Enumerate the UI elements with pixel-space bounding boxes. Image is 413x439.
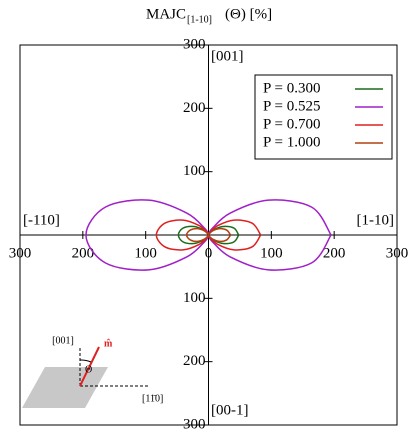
chart-title: MAJC [146,6,186,22]
direction-label: [00-1] [211,402,249,418]
inset: [001] Θ m̂ [11̄0] [22,335,163,408]
direction-label: [1-10] [357,212,395,228]
legend-label: P = 0.700 [263,116,321,132]
y-tick-label: 300 [183,36,206,52]
series-line [85,199,332,271]
chart-title-suffix: (Θ) [%] [225,6,272,22]
x-tick-label: 200 [323,245,346,261]
y-tick-label: 200 [183,353,206,369]
y-tick-label: 300 [183,416,206,432]
legend-label: P = 0.525 [263,98,321,114]
x-tick-label: 200 [72,245,95,261]
y-tick-label: 100 [183,163,206,179]
plane [22,367,108,408]
y-tick-label: 200 [183,100,206,116]
inset-label: [001] [52,335,74,346]
x-tick-label: 300 [386,245,409,261]
inset-label: [11̄0] [142,393,163,404]
y-tick-label: 100 [183,290,206,306]
vector [79,346,100,387]
x-tick-label: 100 [260,245,283,261]
direction-label: [-110] [23,212,60,228]
inset-label: m̂ [104,338,113,349]
x-tick-label: 0 [205,245,213,261]
series-line [185,227,232,243]
x-tick-label: 100 [134,245,157,261]
x-tick-label: 300 [9,245,32,261]
direction-label: [001] [211,48,244,64]
chart-title-subscript: [1-10] [187,14,212,25]
angle-arc [79,359,92,363]
legend-label: P = 0.300 [263,80,321,96]
legend-label: P = 1.000 [263,134,321,150]
inset-label: Θ [85,364,92,375]
